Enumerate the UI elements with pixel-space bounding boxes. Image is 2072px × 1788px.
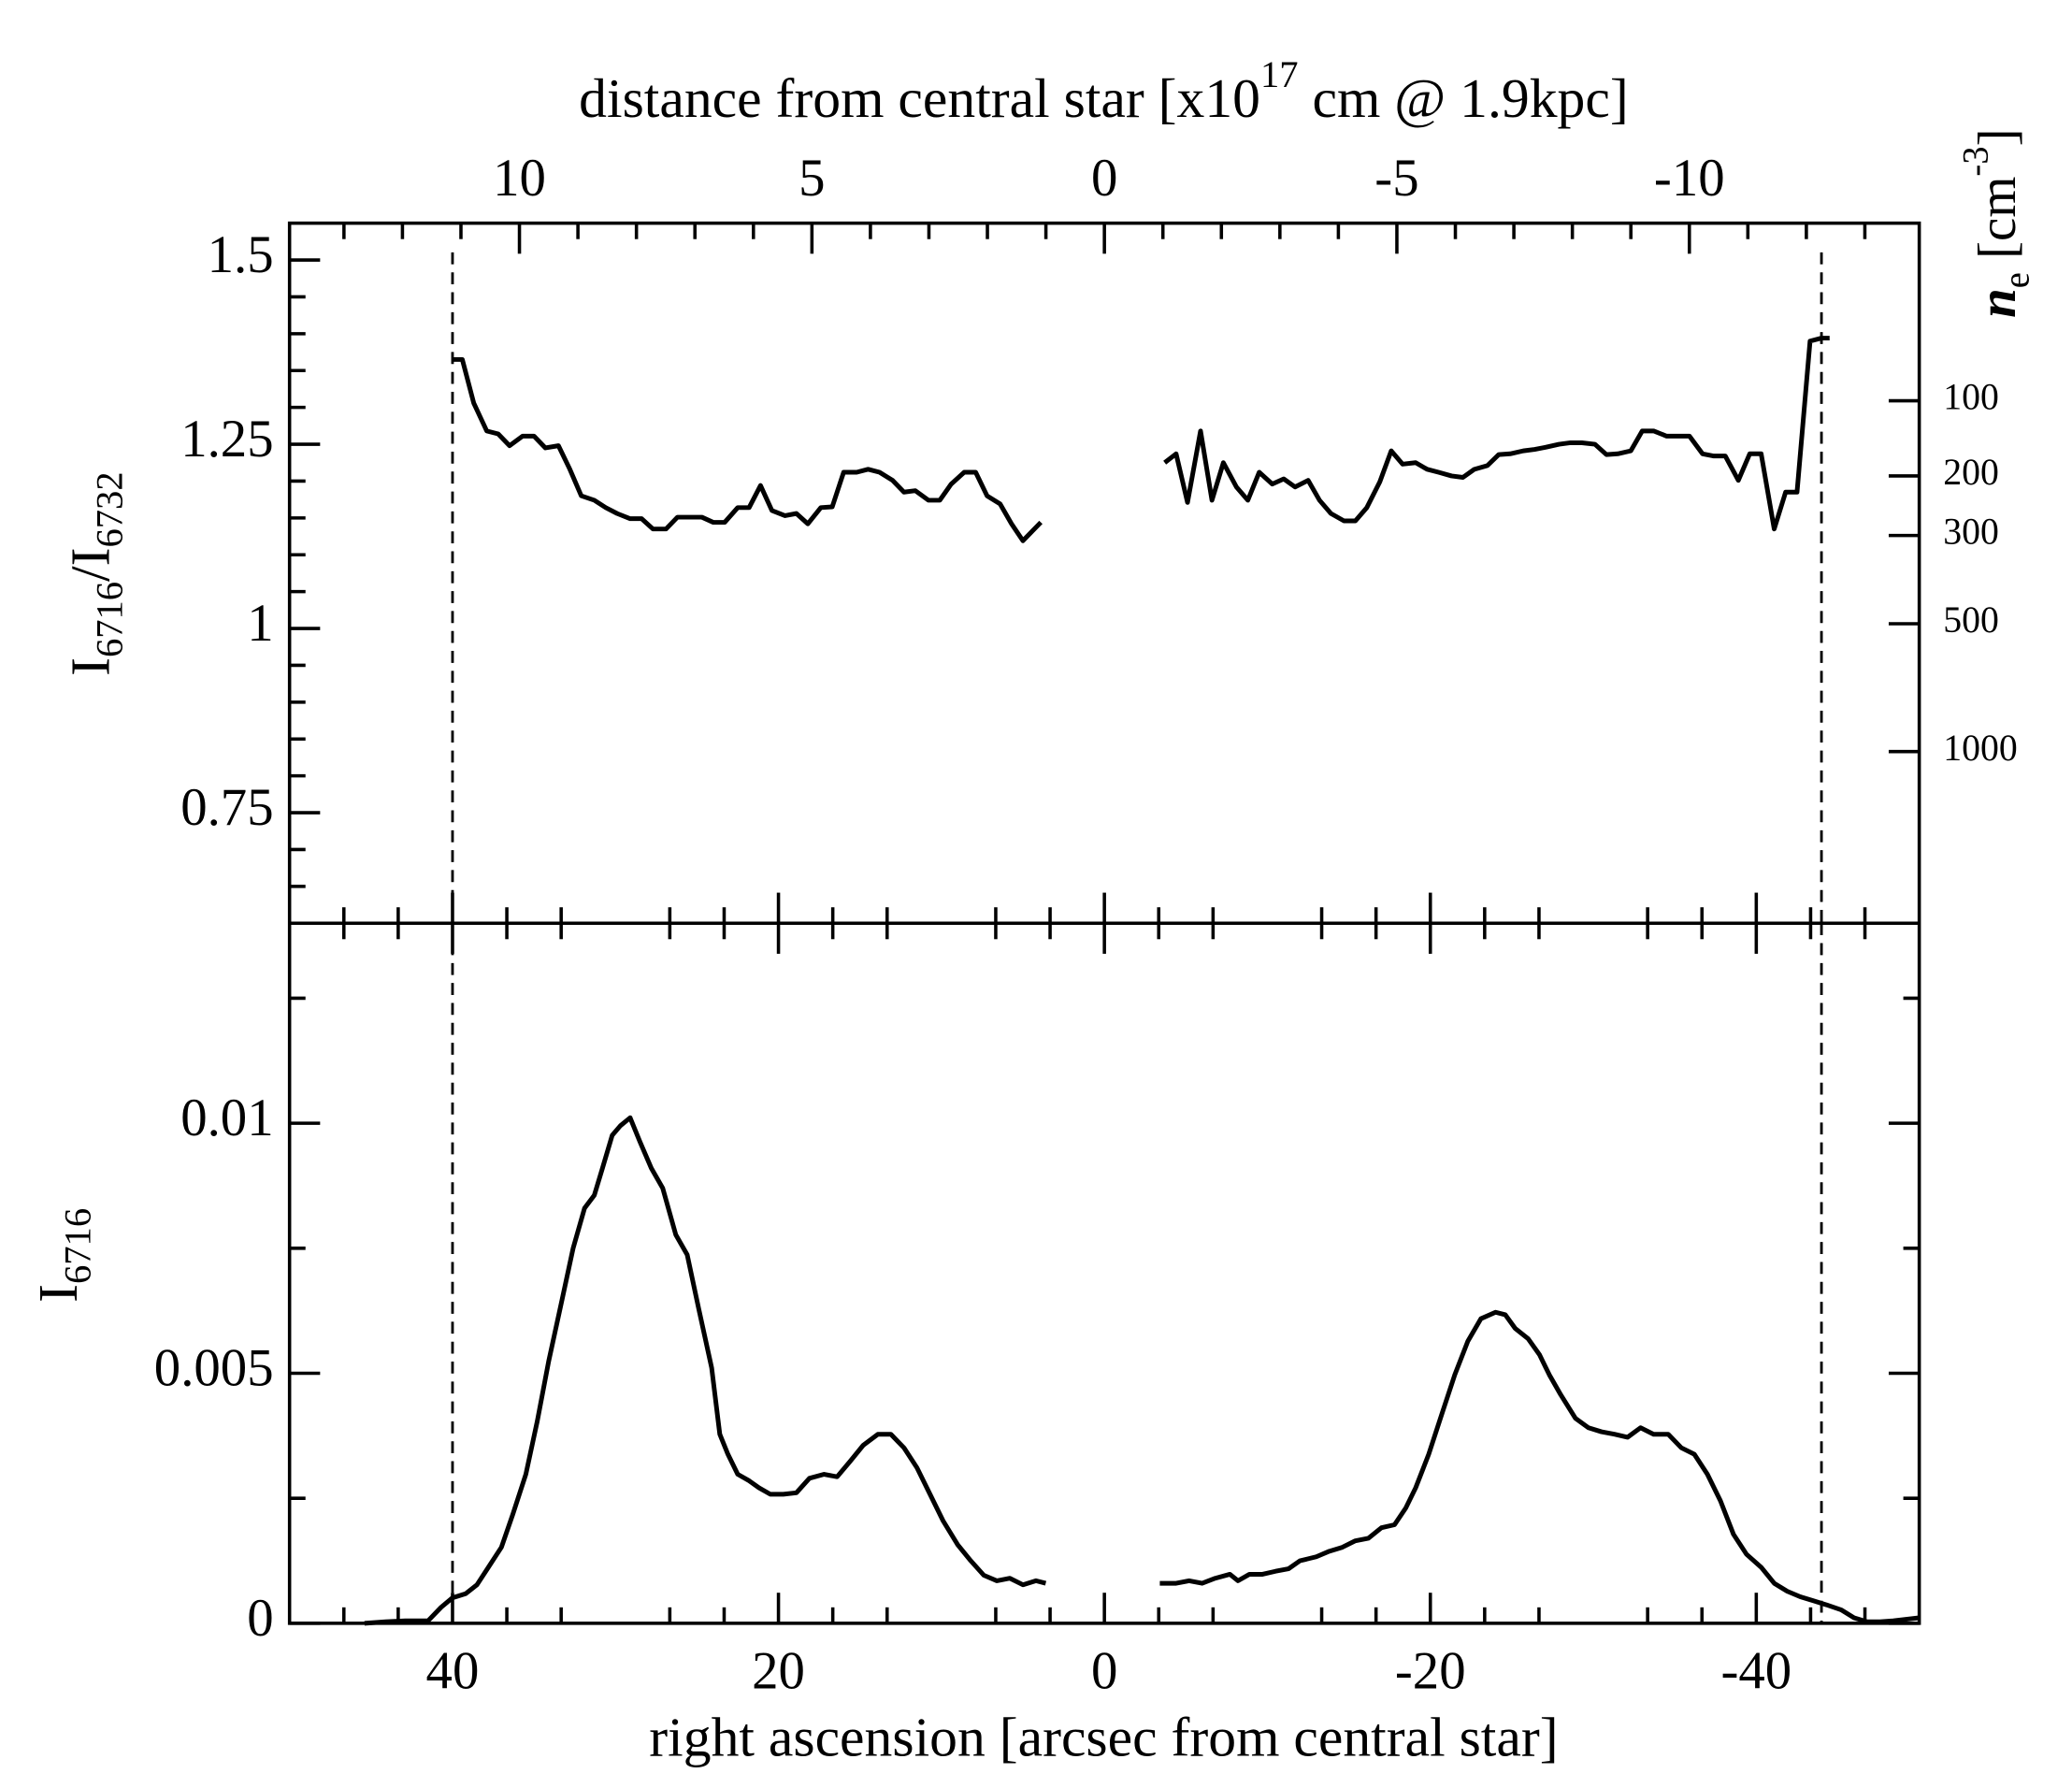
x2-axis-title-part: distance from central star [x10: [579, 66, 1260, 128]
y-tick-label: 1: [247, 594, 273, 653]
x2-axis-title: distance from central star [x1017 cm @ 1…: [579, 53, 1629, 128]
y-tick-label: 1.25: [180, 410, 273, 469]
y-axis-title-part: 6732: [89, 471, 131, 547]
y-tick-label: 0: [247, 1589, 273, 1648]
y2-axis-title: ne [cm-3]: [1956, 128, 2036, 317]
y-axis-title-part: I: [59, 657, 121, 676]
y2-axis-title-part: n: [1968, 288, 2027, 318]
y2-axis-title-part: [cm: [1968, 177, 2027, 273]
y-tick-label: 0.01: [180, 1089, 273, 1147]
x-axis-title-part: right ascension [arcsec from central sta…: [649, 1706, 1558, 1767]
data-line: [1159, 1309, 1920, 1624]
y2-tick-label: 1000: [1943, 728, 2018, 769]
y2-axis-title-part: ]: [1968, 128, 2027, 146]
y-axis-title-part: 6716: [89, 582, 131, 657]
x-axis-title: right ascension [arcsec from central sta…: [649, 1706, 1558, 1767]
y-tick-label: 1.5: [208, 225, 274, 284]
y-axis-title-part: /I: [59, 547, 121, 581]
x2-tick-label: 5: [799, 149, 825, 208]
x2-tick-label: 0: [1091, 149, 1117, 208]
x2-axis-title-part: cm @ 1.9kpc]: [1299, 66, 1629, 128]
y-tick-label: 0.75: [180, 778, 273, 837]
y2-axis-title-part: e: [1997, 272, 2036, 288]
x-tick-label: 40: [426, 1642, 480, 1701]
y2-tick-label: 200: [1943, 452, 1999, 493]
x-tick-label: -20: [1395, 1642, 1466, 1701]
y-tick-label: 0.005: [154, 1339, 274, 1398]
x2-tick-label: -10: [1654, 149, 1725, 208]
y-axis-title-part: I: [27, 1284, 89, 1303]
x2-tick-label: 10: [493, 149, 546, 208]
x2-tick-label: -5: [1374, 149, 1418, 208]
data-line: [1163, 336, 1830, 532]
data-line: [364, 1115, 1047, 1626]
y-axis-title-part: 6716: [57, 1208, 99, 1284]
y-axis-title: I6716: [27, 1208, 99, 1303]
x-tick-label: -40: [1720, 1642, 1791, 1701]
y2-tick-label: 500: [1943, 599, 1999, 641]
y2-tick-label: 100: [1943, 377, 1999, 418]
x2-axis-title-part: 17: [1260, 53, 1299, 95]
data-line: [452, 356, 1043, 543]
x-tick-label: 20: [752, 1642, 805, 1701]
y2-axis-title-part: -3: [1956, 146, 1995, 176]
y2-tick-label: 300: [1943, 512, 1999, 553]
y-axis-title: I6716/I6732: [59, 471, 131, 676]
x-tick-label: 0: [1091, 1642, 1117, 1701]
